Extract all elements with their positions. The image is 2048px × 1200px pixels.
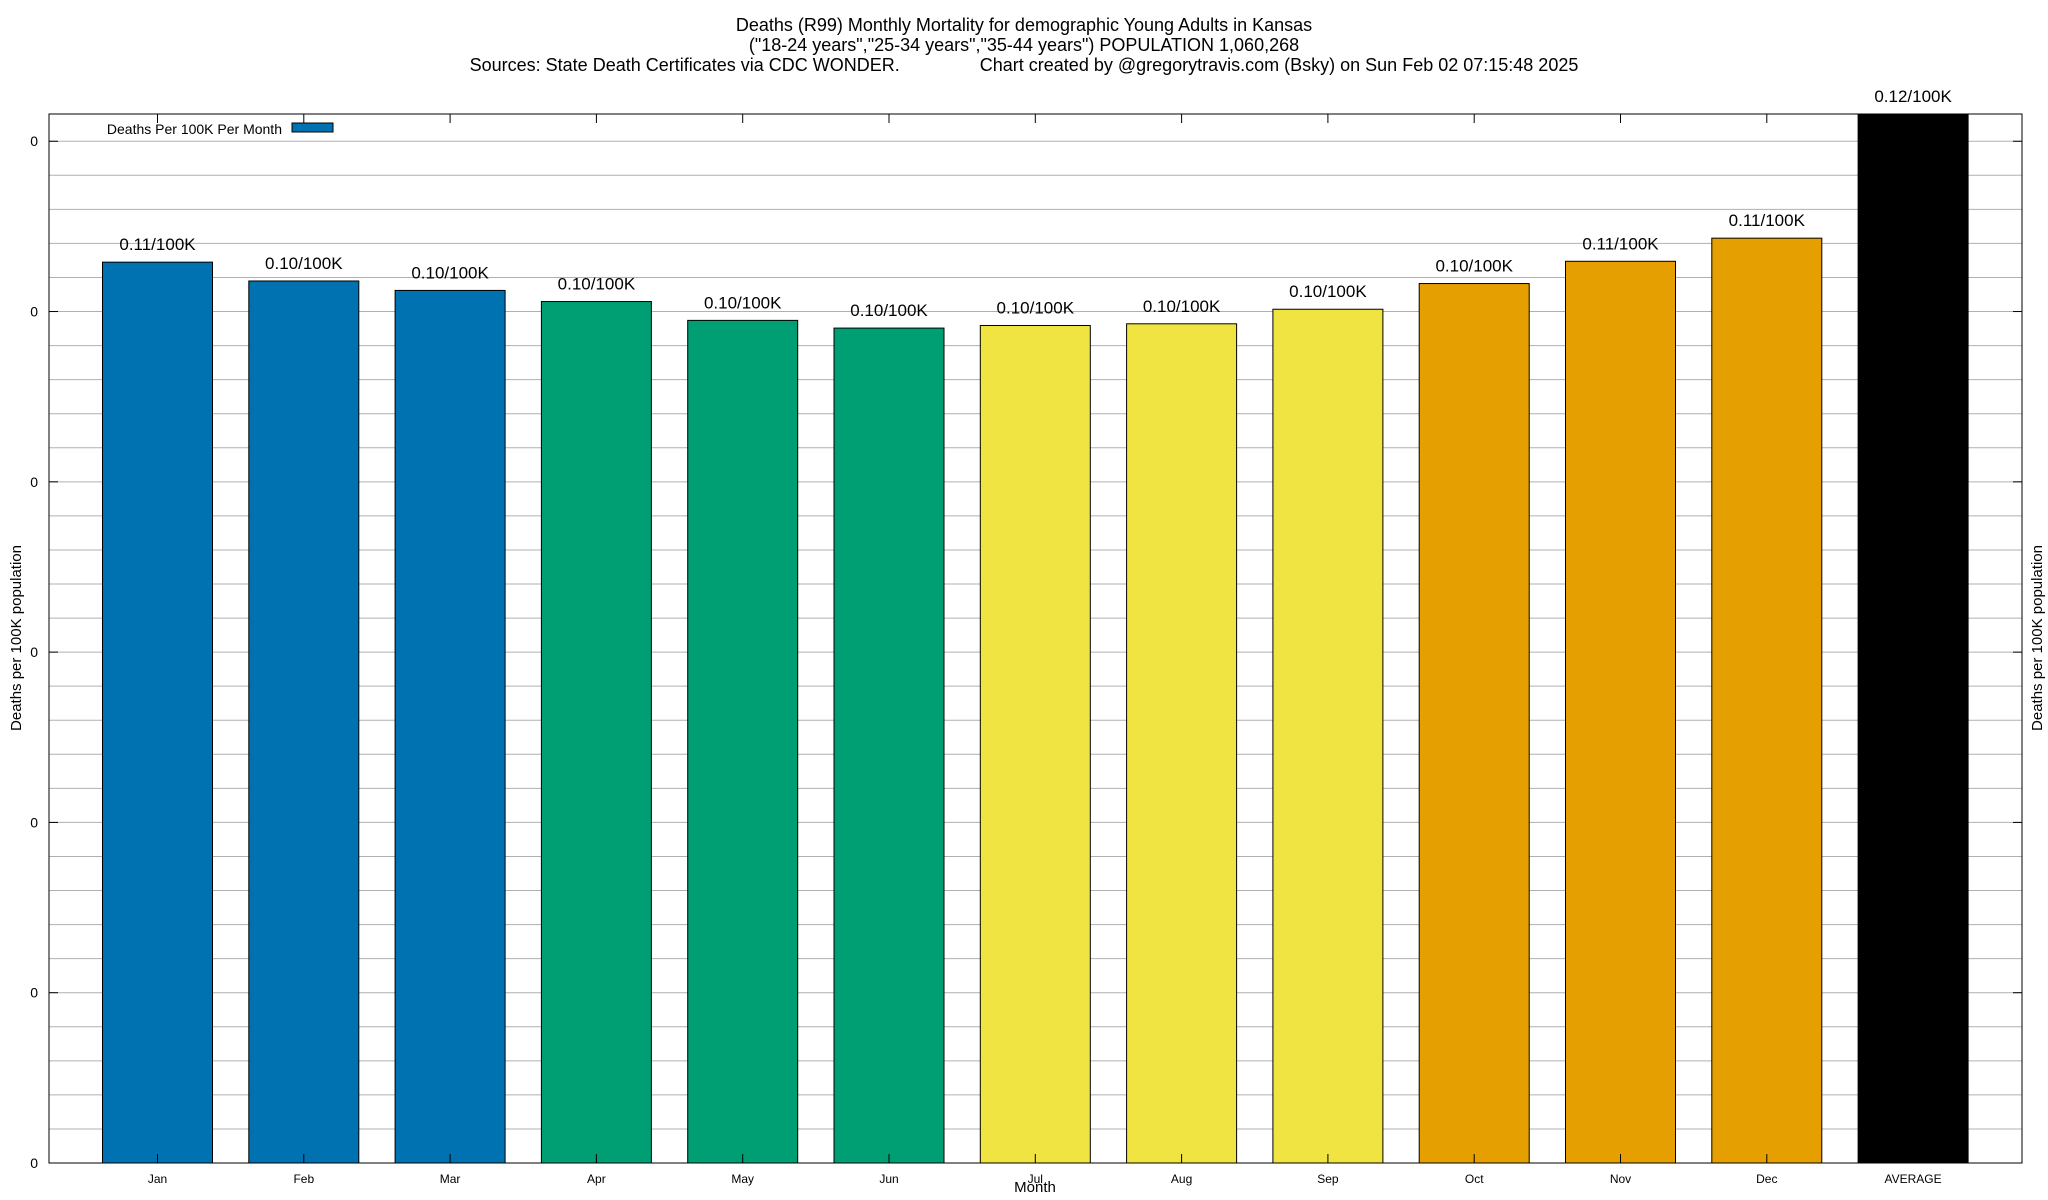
- y-tick-label: 0: [30, 985, 38, 1001]
- x-tick-label: Dec: [1756, 1172, 1777, 1186]
- data-label: 0.10/100K: [1435, 257, 1513, 276]
- x-tick-label: Jul: [1028, 1172, 1043, 1186]
- y-tick-label: 0: [30, 474, 38, 490]
- data-label: 0.10/100K: [704, 293, 782, 312]
- x-tick-label: Aug: [1171, 1172, 1192, 1186]
- data-label: 0.11/100K: [1582, 234, 1659, 253]
- y-axis-title-right: Deaths per 100K population: [2029, 545, 2046, 731]
- bar-jun: [833, 327, 945, 1164]
- y-axis-title: Deaths per 100K population: [8, 545, 25, 731]
- x-tick-label: May: [731, 1172, 754, 1186]
- x-tick-label: Jan: [148, 1172, 167, 1186]
- chart-subtitle: ("18-24 years","25-34 years","35-44 year…: [749, 35, 1299, 55]
- data-label: 0.11/100K: [119, 235, 196, 254]
- data-label: 0.10/100K: [1289, 282, 1367, 301]
- bar-mar: [394, 289, 506, 1164]
- bar-dec: [1711, 237, 1823, 1164]
- chart-title: Deaths (R99) Monthly Mortality for demog…: [736, 15, 1312, 35]
- axis-labels: 000000000.11/100KJan0.10/100KFeb0.10/100…: [30, 87, 1952, 1186]
- x-tick-label: Nov: [1610, 1172, 1631, 1186]
- data-label: 0.10/100K: [1143, 297, 1221, 316]
- y-tick-label: 0: [30, 814, 38, 830]
- x-tick-label: Jun: [879, 1172, 898, 1186]
- bar-may: [687, 319, 799, 1164]
- x-tick-label: Apr: [587, 1172, 606, 1186]
- bar-jul: [979, 325, 1091, 1164]
- legend: Deaths Per 100K Per Month: [107, 121, 334, 137]
- x-tick-label: Oct: [1465, 1172, 1484, 1186]
- bar-aug: [1126, 323, 1238, 1164]
- y-tick-label: 0: [30, 304, 38, 320]
- legend-label: Deaths Per 100K Per Month: [107, 121, 282, 137]
- data-label: 0.12/100K: [1874, 87, 1952, 106]
- data-label: 0.10/100K: [265, 254, 343, 273]
- data-label: 0.10/100K: [850, 301, 928, 320]
- bar-jan: [102, 261, 213, 1164]
- y-tick-label: 0: [30, 644, 38, 660]
- data-label: 0.10/100K: [997, 299, 1075, 318]
- x-tick-label: Mar: [440, 1172, 461, 1186]
- x-axis-title: Month: [1014, 1179, 1056, 1196]
- y-tick-label: 0: [30, 1155, 38, 1171]
- bar-feb: [248, 280, 360, 1164]
- x-tick-label: Sep: [1317, 1172, 1339, 1186]
- data-label: 0.11/100K: [1729, 211, 1806, 230]
- x-tick-label: AVERAGE: [1885, 1172, 1942, 1186]
- bar-oct: [1418, 283, 1530, 1164]
- bar-apr: [540, 301, 652, 1164]
- bar-sep: [1272, 308, 1384, 1164]
- data-label: 0.10/100K: [411, 263, 489, 282]
- axis-ticks: [49, 114, 2022, 1164]
- legend-swatch: [291, 122, 334, 133]
- chart-source-line: Sources: State Death Certificates via CD…: [470, 55, 1579, 75]
- data-label: 0.10/100K: [558, 275, 636, 294]
- bar-nov: [1565, 260, 1676, 1164]
- bar-average: [1857, 113, 1969, 1164]
- y-tick-label: 0: [30, 133, 38, 149]
- x-tick-label: Feb: [293, 1172, 314, 1186]
- bars: [102, 113, 1969, 1164]
